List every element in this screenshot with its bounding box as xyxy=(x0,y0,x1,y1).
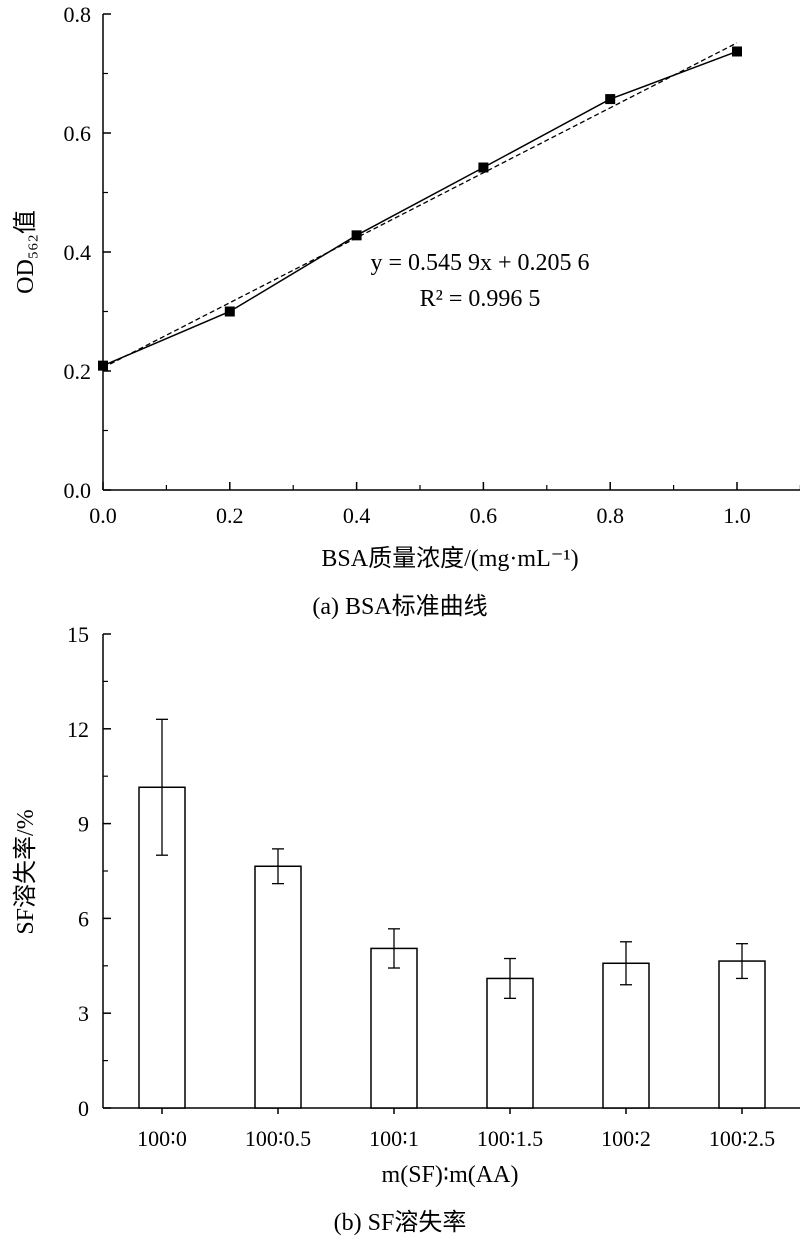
panel-a-data-point xyxy=(224,306,235,317)
panel-a-caption: (a) BSA标准曲线 xyxy=(312,593,487,620)
panel-a-fit-line xyxy=(102,42,738,369)
panel-b-bars xyxy=(138,718,766,1109)
panel-b-bar xyxy=(486,977,534,1109)
panel-b-y-tick-label: 15 xyxy=(67,622,89,647)
panel-a-data-point xyxy=(98,360,108,371)
panel-a-data-point xyxy=(732,46,742,57)
panel-b-bar xyxy=(718,960,766,1109)
panel-a-data-line xyxy=(102,50,738,367)
panel-b-x-tick-label: 100∶1.5 xyxy=(477,1126,543,1151)
panel-a-y-tick-label: 0.4 xyxy=(64,240,92,265)
panel-b-y-tick-label: 6 xyxy=(78,906,89,931)
panel-b-bar xyxy=(254,865,302,1109)
panel-a-data-point xyxy=(351,230,362,241)
panel-b-y-tick-label: 9 xyxy=(78,812,89,837)
panel-a-equation: y = 0.545 9x + 0.205 6 xyxy=(370,250,589,276)
panel-b-y-tick-label: 12 xyxy=(67,717,89,742)
panel-a-y-tick-label: 0.2 xyxy=(64,359,92,384)
panel-a-y-tick-label: 0.0 xyxy=(64,478,92,503)
panel-b-bar xyxy=(602,962,650,1109)
panel-b-x-ticks: 100∶0 100∶0.5 100∶1 100∶1.5 100∶2 100∶2.5 xyxy=(137,1108,775,1151)
panel-b-x-tick-label: 100∶0 xyxy=(137,1126,187,1151)
panel-a-r2: R² = 0.996 5 xyxy=(420,286,541,312)
panel-a-y-tick-label: 0.8 xyxy=(64,2,92,27)
panel-a-y-ticks: 0.0 0.2 0.4 0.6 0.8 xyxy=(64,2,111,503)
panel-a-x-tick-label: 0.2 xyxy=(216,503,244,528)
panel-a-x-tick-label: 0.6 xyxy=(470,503,498,528)
panel-a-markers xyxy=(98,46,742,371)
panel-a-y-label: OD₅₆₂值 xyxy=(12,210,39,294)
panel-b-x-label: m(SF)∶m(AA) xyxy=(382,1162,519,1188)
panel-a-x-tick-label: 1.0 xyxy=(723,503,751,528)
panel-b-axes xyxy=(102,634,800,1109)
panel-a-x-tick-label: 0.0 xyxy=(89,503,117,528)
panel-a-x-tick-label: 0.4 xyxy=(343,503,371,528)
panel-b-y-tick-label: 3 xyxy=(78,1001,89,1026)
panel-a-x-ticks: 0.0 0.2 0.4 0.6 0.8 1.0 xyxy=(89,482,800,528)
panel-b-caption: (b) SF溶失率 xyxy=(334,1209,467,1236)
panel-a-data-point xyxy=(478,162,489,173)
panel-b-x-tick-label: 100∶0.5 xyxy=(245,1126,311,1151)
panel-b-x-tick-label: 100∶2.5 xyxy=(709,1126,775,1151)
panel-b-bar xyxy=(370,947,418,1109)
panel-a-x-label: BSA质量浓度/(mg·mL⁻¹) xyxy=(321,545,578,572)
panel-b-y-tick-label: 0 xyxy=(78,1096,89,1121)
panel-a-x-tick-label: 0.8 xyxy=(596,503,624,528)
panel-b-x-tick-label: 100∶1 xyxy=(369,1126,419,1151)
panel-b-x-tick-label: 100∶2 xyxy=(601,1126,651,1151)
panel-b-y-label: SF溶失率/% xyxy=(12,809,39,934)
panel-b-y-ticks: 0 3 6 9 12 15 xyxy=(67,622,111,1121)
panel-a-y-tick-label: 0.6 xyxy=(64,121,92,146)
panel-a-data-point xyxy=(605,94,616,105)
panel-a: 0.0 0.2 0.4 0.6 0.8 1.0 0.0 0.2 0.4 0.6 0.8 y = 0… xyxy=(12,2,800,620)
